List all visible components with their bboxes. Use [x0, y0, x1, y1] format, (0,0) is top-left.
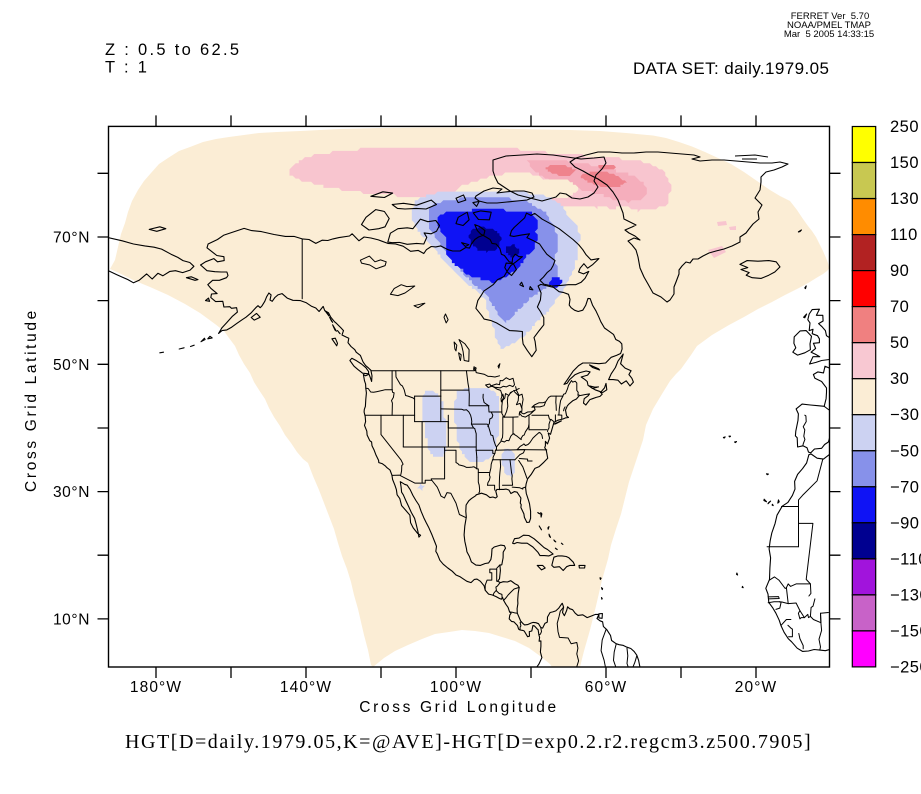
svg-text:NOAA/PMEL TMAP: NOAA/PMEL TMAP — [787, 20, 871, 31]
svg-text:FERRET Ver 5.70: FERRET Ver 5.70 — [791, 11, 870, 22]
svg-text:100°W: 100°W — [430, 679, 482, 696]
svg-text:150: 150 — [890, 154, 919, 172]
svg-text:−130: −130 — [890, 586, 921, 604]
svg-text:30°N: 30°N — [53, 484, 90, 501]
svg-text:HGT[D=daily.1979.05,K=@AVE]-HG: HGT[D=daily.1979.05,K=@AVE]-HGT[D=exp0.2… — [125, 731, 812, 753]
svg-text:70: 70 — [890, 298, 909, 316]
svg-text:180°W: 180°W — [130, 679, 182, 696]
svg-text:140°W: 140°W — [280, 679, 332, 696]
svg-text:−110: −110 — [890, 550, 921, 568]
svg-text:50: 50 — [890, 334, 909, 352]
svg-text:Z : 0.5 to 62.5: Z : 0.5 to 62.5 — [105, 41, 241, 59]
svg-text:Mar 5 2005 14:33:15: Mar 5 2005 14:33:15 — [784, 29, 874, 40]
svg-text:−90: −90 — [890, 514, 920, 532]
svg-text:T : 1: T : 1 — [105, 59, 149, 77]
svg-text:10°N: 10°N — [53, 611, 90, 628]
svg-text:−50: −50 — [890, 442, 920, 460]
svg-text:Cross Grid Longitude: Cross Grid Longitude — [359, 699, 558, 716]
svg-text:Cross Grid Latitude: Cross Grid Latitude — [23, 308, 40, 492]
svg-text:130: 130 — [890, 190, 919, 208]
svg-text:90: 90 — [890, 262, 909, 280]
svg-text:30: 30 — [890, 370, 909, 388]
svg-text:60°W: 60°W — [585, 679, 627, 696]
svg-text:−250: −250 — [890, 659, 921, 677]
svg-text:−70: −70 — [890, 478, 920, 496]
svg-text:20°W: 20°W — [735, 679, 777, 696]
svg-text:−30: −30 — [890, 406, 920, 424]
svg-text:DATA SET: daily.1979.05: DATA SET: daily.1979.05 — [633, 59, 829, 78]
svg-text:50°N: 50°N — [53, 357, 90, 374]
svg-text:70°N: 70°N — [53, 230, 90, 247]
svg-text:250: 250 — [890, 118, 919, 136]
svg-text:110: 110 — [890, 226, 918, 244]
svg-text:−150: −150 — [890, 622, 921, 640]
